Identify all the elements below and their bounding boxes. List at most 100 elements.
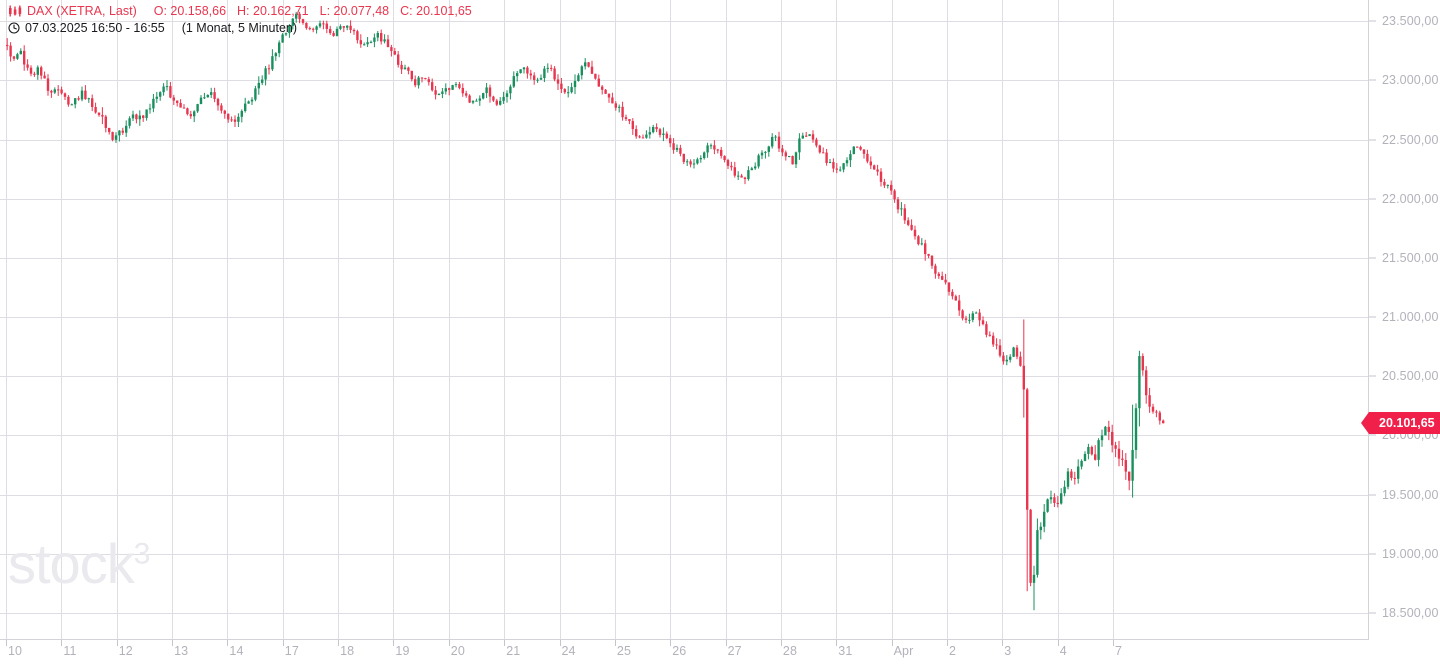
gridline-vertical	[282, 0, 284, 640]
legend-high: H: 20.162,71	[237, 3, 309, 18]
x-tick-label: 14	[229, 644, 244, 658]
gridline-horizontal	[0, 376, 1369, 378]
x-tick-mark	[780, 640, 782, 646]
gridline-vertical	[227, 0, 229, 640]
x-tick-mark	[448, 640, 450, 646]
x-tick-label: 13	[174, 644, 189, 658]
x-tick-label: Apr	[893, 644, 914, 658]
gridline-horizontal	[0, 198, 1369, 200]
gridline-horizontal	[0, 257, 1369, 259]
gridline-vertical	[1057, 0, 1059, 640]
gridline-vertical	[891, 0, 893, 640]
legend-close: C: 20.101,65	[400, 3, 472, 18]
x-tick-label: 24	[561, 644, 576, 658]
gridline-horizontal	[0, 317, 1369, 318]
x-tick-mark	[338, 640, 340, 646]
legend-timestamp: 07.03.2025 16:50 - 16:55	[25, 20, 165, 35]
candlestick-icon	[8, 5, 22, 17]
clock-icon	[8, 21, 20, 34]
x-tick-mark	[172, 640, 174, 646]
gridline-vertical	[780, 0, 782, 640]
y-tick-label: 18.500,00	[1382, 605, 1439, 620]
gridline-vertical	[338, 0, 340, 640]
gridline-vertical	[836, 0, 838, 640]
gridline-vertical	[1002, 0, 1004, 640]
x-tick-label: 28	[782, 644, 797, 658]
x-tick-label: 26	[672, 644, 687, 658]
y-tick-label: 21.500,00	[1382, 250, 1439, 265]
y-tick-label: 23.500,00	[1382, 14, 1439, 29]
x-tick-mark	[393, 640, 395, 646]
y-tick-mark	[1369, 612, 1376, 614]
y-tick-mark	[1369, 139, 1376, 141]
gridline-vertical	[393, 0, 395, 640]
x-tick-mark	[504, 640, 506, 646]
y-axis[interactable]: 18.500,00 19.000,00 19.500,00 20.000,00 20.5…	[1369, 0, 1440, 640]
x-tick-label: 11	[63, 644, 77, 658]
x-tick-mark	[282, 640, 284, 646]
legend-instrument-name: DAX (XETRA, Last)	[27, 3, 137, 18]
y-tick-label: 22.500,00	[1382, 132, 1439, 147]
y-tick-mark	[1369, 257, 1376, 259]
gridline-vertical	[6, 0, 7, 640]
stock3-watermark: stock3	[8, 536, 150, 592]
chart-legend: DAX (XETRA, Last) O: 20.158,66 H: 20.162…	[8, 2, 472, 36]
y-tick-mark	[1369, 79, 1376, 81]
gridline-vertical	[725, 0, 727, 640]
last-price-value: 20.101,65	[1379, 416, 1435, 431]
gridline-vertical	[559, 0, 561, 640]
plot-area[interactable]: stock3	[0, 0, 1369, 640]
y-tick-mark	[1369, 316, 1376, 318]
x-tick-label: 21	[506, 644, 521, 658]
legend-open: O: 20.158,66	[153, 3, 227, 18]
x-tick-label: 4	[1059, 644, 1067, 658]
x-tick-mark	[61, 640, 63, 646]
gridline-vertical	[670, 0, 672, 640]
gridline-horizontal	[0, 553, 1369, 555]
x-tick-label: 12	[118, 644, 133, 658]
y-tick-mark	[1369, 553, 1376, 555]
y-tick-label: 23.000,00	[1382, 73, 1439, 88]
x-tick-label: 10	[8, 644, 23, 658]
gridline-horizontal	[0, 80, 1369, 82]
gridline-horizontal	[0, 494, 1369, 496]
gridline-horizontal	[0, 21, 1369, 23]
gridline-vertical	[947, 0, 948, 640]
y-tick-label: 19.000,00	[1382, 546, 1439, 561]
x-tick-mark	[6, 640, 7, 646]
legend-timeframe-row[interactable]: 07.03.2025 16:50 - 16:55 (1 Monat, 5 Min…	[8, 19, 472, 36]
x-tick-label: 31	[838, 644, 853, 658]
gridline-vertical	[614, 0, 616, 640]
x-axis[interactable]: 10 11 12 13 14 17 18 19 20 21 24 25 26 27 28 31 Apr 2 3 4 7	[0, 640, 1369, 667]
x-tick-mark	[227, 640, 229, 646]
candlestick-series	[6, 11, 1165, 611]
x-tick-label: 25	[616, 644, 631, 658]
gridline-horizontal	[0, 612, 1369, 614]
gridline-vertical	[504, 0, 506, 640]
gridline-vertical	[172, 0, 174, 640]
x-tick-mark	[614, 640, 616, 646]
legend-instrument-row[interactable]: DAX (XETRA, Last) O: 20.158,66 H: 20.162…	[8, 2, 472, 19]
gridline-vertical	[1113, 0, 1114, 640]
x-tick-label: 7	[1115, 644, 1123, 658]
y-axis-line	[1368, 0, 1369, 640]
x-tick-mark	[116, 640, 118, 646]
y-tick-mark	[1369, 494, 1376, 495]
x-tick-mark	[559, 640, 561, 646]
x-tick-mark	[1057, 640, 1059, 646]
x-tick-label: 18	[340, 644, 355, 658]
x-tick-mark	[1002, 640, 1004, 646]
gridline-horizontal	[0, 139, 1369, 141]
y-tick-label: 22.000,00	[1382, 191, 1439, 206]
y-tick-label: 20.500,00	[1382, 369, 1439, 384]
x-tick-mark	[891, 640, 893, 646]
x-tick-label: 3	[1004, 644, 1012, 658]
y-tick-mark	[1369, 20, 1376, 22]
legend-range: (1 Monat, 5 Minuten)	[181, 20, 298, 35]
gridline-vertical	[116, 0, 118, 640]
x-tick-mark	[670, 640, 672, 646]
y-tick-label: 21.000,00	[1382, 310, 1439, 324]
x-tick-mark	[1113, 640, 1114, 646]
y-tick-label: 19.500,00	[1382, 487, 1439, 502]
